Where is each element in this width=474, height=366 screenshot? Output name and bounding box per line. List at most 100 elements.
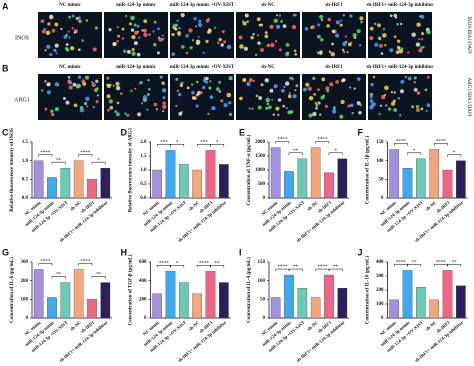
cell [134, 87, 137, 90]
cell [273, 18, 278, 24]
cell [330, 51, 335, 57]
y-tick-label: 0 [26, 316, 29, 321]
cell [312, 76, 316, 80]
cell [90, 81, 94, 84]
bar [442, 270, 453, 319]
bar [87, 299, 97, 319]
bar [179, 164, 189, 199]
y-axis-label: Concentration of TGF-β (pg/mL) [129, 254, 134, 325]
significance-bracket [433, 143, 448, 146]
cell [116, 26, 119, 29]
cell [126, 113, 130, 117]
cell [248, 77, 253, 83]
cell [142, 95, 148, 100]
y-tick-label: 200 [376, 288, 384, 293]
cell [274, 39, 278, 43]
y-tick-label: 400 [376, 260, 384, 265]
bar [389, 149, 399, 199]
cell [320, 18, 324, 22]
cell [347, 42, 352, 47]
cell [45, 30, 51, 36]
cell [325, 86, 330, 91]
bar [33, 160, 44, 199]
cell [177, 31, 181, 36]
cell [246, 81, 251, 87]
cell [335, 80, 339, 84]
cell [258, 23, 262, 27]
cell [79, 105, 84, 110]
cell [185, 34, 189, 38]
column-header: NC mimic [59, 3, 82, 8]
cell [295, 84, 299, 88]
y-tick-label: 1500 [255, 154, 266, 159]
significance-bracket [210, 265, 225, 268]
cell [174, 23, 178, 27]
cell [47, 22, 51, 26]
cell [218, 37, 222, 42]
cell [215, 87, 220, 91]
cell [421, 32, 425, 36]
cell [124, 112, 127, 115]
cell [282, 104, 285, 108]
cell [207, 28, 212, 33]
cell [94, 26, 98, 30]
significance-bracket [447, 264, 462, 267]
cell [228, 112, 233, 117]
column-header: sh-IRF1+ miR-124-3p inhibitor [366, 3, 434, 8]
cell [197, 35, 200, 39]
cell [372, 75, 376, 79]
cell [117, 34, 121, 38]
bar [429, 149, 439, 199]
cell [146, 108, 149, 111]
column-header: miR-124-3p mimic +OV-XIST [170, 3, 235, 8]
significance-label: **** [277, 138, 288, 143]
cell [264, 31, 268, 35]
cell [71, 14, 75, 18]
cell [346, 51, 349, 54]
cell [378, 112, 381, 115]
cell [395, 50, 400, 54]
cell [67, 30, 70, 33]
cell [220, 99, 224, 103]
column-header: NC mimic [59, 65, 82, 70]
cell [317, 101, 321, 105]
significance-label: ** [56, 273, 62, 278]
cell [341, 78, 346, 82]
significance-label: **** [396, 261, 407, 266]
micrograph [104, 12, 168, 58]
bar [165, 271, 176, 319]
y-tick-label: 0.5 [22, 177, 29, 182]
significance-bracket [407, 152, 422, 155]
cell [205, 18, 210, 23]
cell [292, 13, 296, 17]
x-tick-label: sh-NC [69, 200, 82, 212]
cell [340, 99, 345, 105]
bar [205, 271, 216, 319]
cell [68, 85, 73, 90]
x-tick-label: sh-NC [306, 200, 319, 212]
cell [155, 108, 158, 111]
cell [264, 78, 269, 83]
y-tick-label: 0.0 [140, 196, 147, 201]
bar [73, 269, 84, 319]
y-tick-label: 100 [21, 297, 29, 302]
significance-label: **** [317, 265, 328, 270]
micrograph [236, 12, 300, 58]
cell [141, 29, 144, 32]
significance-label: **** [436, 140, 447, 145]
cell [221, 30, 225, 34]
cell [78, 19, 82, 24]
significance-bracket [38, 154, 53, 157]
cell [369, 26, 374, 31]
cell [67, 76, 71, 79]
cell [349, 103, 354, 108]
bar [87, 179, 97, 199]
cell [55, 52, 58, 55]
y-tick-label: 50 [379, 177, 385, 182]
bar [192, 169, 202, 199]
cell [185, 51, 189, 55]
panel-letter: E [239, 127, 245, 137]
cell [419, 15, 422, 18]
cell [342, 41, 347, 47]
cell [242, 21, 247, 26]
